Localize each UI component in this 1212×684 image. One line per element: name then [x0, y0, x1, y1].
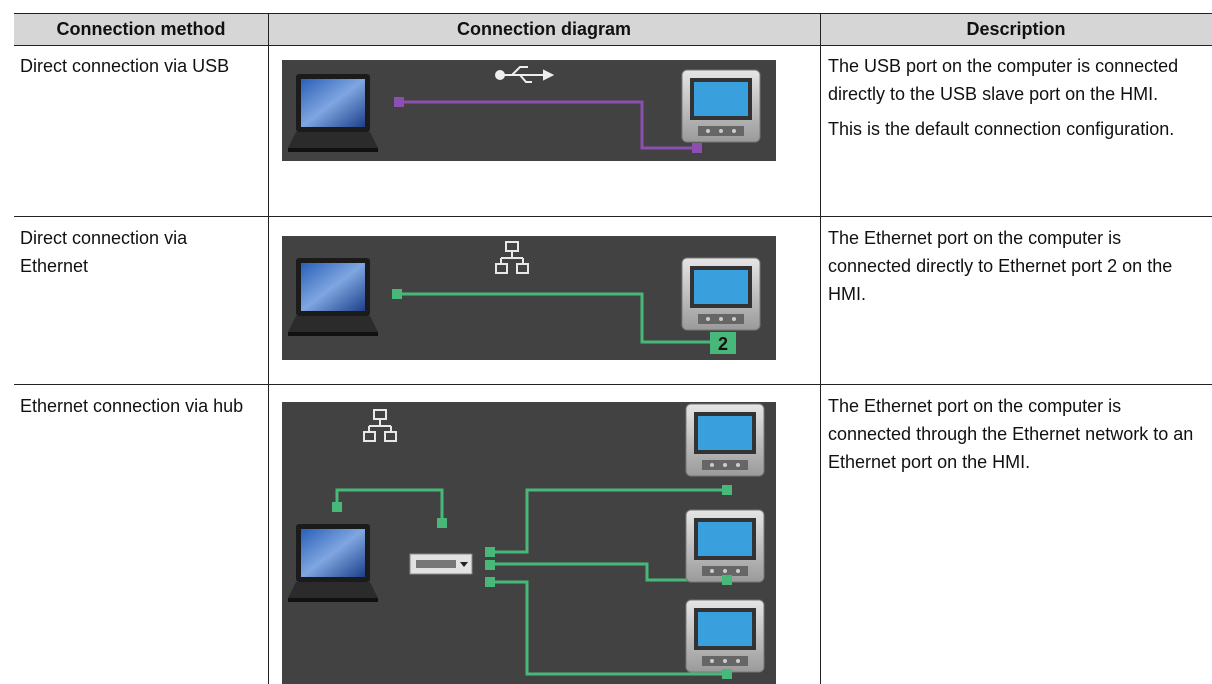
description: The USB port on the computer is connecte…: [828, 52, 1208, 150]
header-cell: Connection method: [56, 19, 226, 39]
rule: [14, 13, 1212, 14]
description: The Ethernet port on the computer is con…: [828, 392, 1208, 483]
method: Direct connection via Ethernet: [20, 228, 188, 276]
ethernet-diagram: 2: [282, 236, 776, 360]
header-bg: [14, 14, 1212, 45]
paragraph: The Ethernet port on the computer is con…: [828, 396, 1194, 472]
header-cell: Description: [966, 19, 1066, 39]
description: The Ethernet port on the computer is con…: [828, 224, 1208, 315]
rule: [268, 14, 269, 684]
port-label: 2: [718, 334, 728, 354]
method: Ethernet connection via hub: [20, 396, 244, 416]
paragraph: The Ethernet port on the computer is con…: [828, 228, 1173, 304]
paragraph: This is the default connection configura…: [828, 119, 1175, 139]
usb-diagram: [282, 60, 776, 161]
method: Direct connection via USB: [20, 56, 230, 76]
rule: [14, 45, 1212, 46]
rule: [14, 216, 1212, 217]
rule: [820, 14, 821, 684]
hub-diagram: [282, 402, 776, 684]
header-cell: Connection diagram: [456, 19, 631, 39]
paragraph: The USB port on the computer is connecte…: [828, 56, 1179, 104]
rule: [14, 384, 1212, 385]
